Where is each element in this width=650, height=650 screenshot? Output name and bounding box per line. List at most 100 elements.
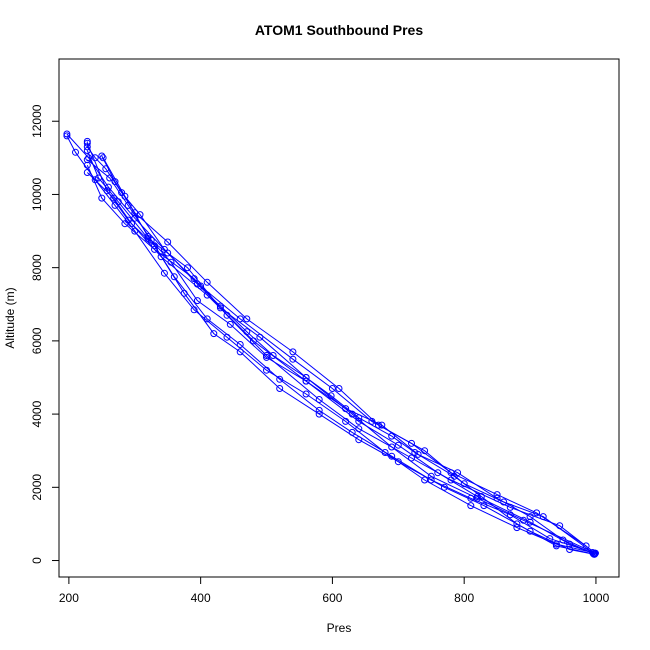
data-point bbox=[236, 341, 244, 348]
data-point bbox=[164, 249, 172, 257]
data-point bbox=[99, 154, 107, 162]
data-point bbox=[513, 524, 521, 532]
series-line bbox=[102, 157, 594, 555]
y-axis-label: Altitude (m) bbox=[3, 287, 17, 348]
data-point bbox=[131, 227, 139, 235]
data-point bbox=[533, 509, 541, 517]
data-point bbox=[381, 449, 389, 456]
data-point bbox=[427, 476, 435, 484]
data-point bbox=[289, 348, 297, 356]
y-tick-label: 12000 bbox=[30, 104, 44, 138]
data-point bbox=[328, 385, 336, 392]
series-line bbox=[86, 159, 593, 553]
y-tick-label: 4000 bbox=[30, 400, 44, 427]
data-point bbox=[408, 439, 415, 447]
data-point bbox=[276, 385, 284, 392]
data-point bbox=[111, 178, 119, 186]
data-point bbox=[348, 410, 356, 418]
x-tick-label: 1000 bbox=[583, 591, 610, 605]
data-point bbox=[131, 214, 139, 222]
data-point bbox=[263, 353, 270, 361]
data-point bbox=[63, 130, 71, 138]
series-line bbox=[86, 164, 596, 554]
data-point bbox=[263, 366, 270, 374]
data-point bbox=[434, 469, 442, 477]
data-point bbox=[582, 542, 590, 550]
data-point bbox=[342, 405, 350, 413]
data-point bbox=[335, 385, 343, 392]
data-point bbox=[83, 147, 91, 154]
y-tick-label: 8000 bbox=[30, 254, 44, 281]
data-point bbox=[500, 498, 508, 506]
data-point bbox=[210, 330, 218, 338]
y-tick-label: 2000 bbox=[30, 474, 44, 501]
data-point bbox=[197, 282, 205, 290]
data-point bbox=[63, 132, 71, 140]
data-point bbox=[520, 516, 527, 524]
data-point bbox=[368, 417, 376, 425]
data-point bbox=[526, 513, 534, 521]
y-axis: 0 2000 4000 6000 8000 10000 12000 bbox=[30, 104, 60, 564]
series-line bbox=[101, 155, 595, 555]
data-point bbox=[388, 443, 396, 451]
series-line bbox=[66, 133, 587, 547]
data-point bbox=[539, 513, 547, 521]
data-point bbox=[203, 315, 211, 323]
data-point bbox=[493, 491, 501, 499]
y-tick-label: 10000 bbox=[30, 177, 44, 211]
data-point bbox=[315, 406, 323, 414]
data-point bbox=[493, 494, 501, 502]
data-point bbox=[190, 306, 198, 314]
x-tick-label: 400 bbox=[191, 591, 211, 605]
data-point bbox=[164, 238, 172, 246]
data-point bbox=[276, 375, 284, 383]
data-point bbox=[243, 315, 251, 323]
data-point bbox=[110, 194, 118, 202]
data-point bbox=[98, 194, 106, 202]
data-point bbox=[111, 201, 119, 209]
data-point bbox=[480, 502, 488, 510]
data-point bbox=[421, 476, 429, 484]
data-point bbox=[160, 269, 168, 277]
x-axis-label: Pres bbox=[327, 621, 352, 635]
series-line bbox=[66, 135, 596, 554]
x-tick-label: 800 bbox=[454, 591, 474, 605]
data-point bbox=[566, 546, 574, 553]
data-point bbox=[223, 333, 231, 341]
data-point bbox=[121, 220, 129, 228]
data-point bbox=[236, 315, 244, 323]
series-line bbox=[86, 150, 596, 554]
data-point bbox=[302, 390, 310, 398]
x-tick-label: 600 bbox=[322, 591, 342, 605]
data-point bbox=[83, 139, 91, 147]
data-point bbox=[216, 304, 224, 312]
data-point bbox=[447, 469, 455, 477]
data-point bbox=[589, 549, 597, 556]
data-point bbox=[170, 273, 178, 281]
data-point bbox=[342, 417, 350, 425]
data-point bbox=[590, 550, 598, 558]
x-tick-label: 200 bbox=[59, 591, 79, 605]
data-point bbox=[289, 355, 297, 363]
data-point bbox=[226, 320, 234, 328]
data-point bbox=[203, 278, 211, 286]
data-point bbox=[249, 337, 257, 345]
data-point bbox=[104, 183, 112, 191]
y-tick-label: 6000 bbox=[30, 327, 44, 354]
data-point bbox=[526, 527, 534, 535]
data-point bbox=[473, 494, 481, 502]
series-line bbox=[86, 143, 595, 555]
data-point bbox=[355, 436, 363, 444]
data-point bbox=[72, 148, 79, 156]
data-point bbox=[427, 472, 435, 480]
data-point bbox=[440, 483, 448, 491]
data-point bbox=[552, 540, 560, 548]
data-point bbox=[167, 258, 175, 266]
data-point bbox=[394, 458, 402, 466]
data-point bbox=[184, 264, 191, 272]
data-point bbox=[95, 174, 102, 182]
plot-frame bbox=[58, 58, 620, 578]
data-point bbox=[269, 352, 277, 359]
y-tick-label: 0 bbox=[30, 557, 44, 564]
